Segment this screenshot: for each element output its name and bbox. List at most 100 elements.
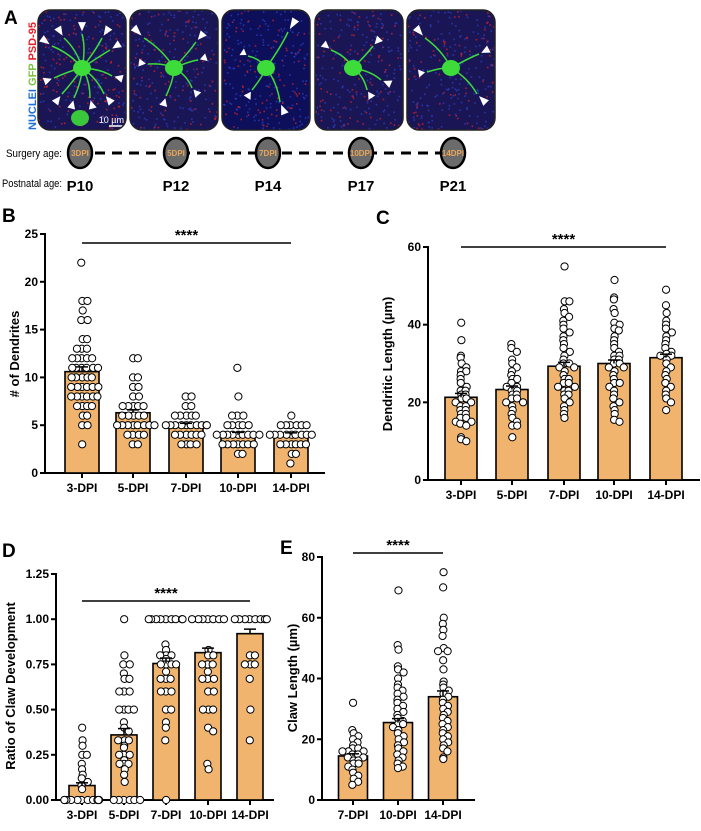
psd95-puncta (112, 89, 114, 91)
nuclei-signal (348, 24, 350, 27)
nuclei-signal (284, 10, 286, 13)
psd95-puncta (224, 61, 226, 64)
data-point (156, 674, 165, 683)
nuclei-signal (408, 17, 410, 20)
data-point (615, 398, 624, 407)
nuclei-signal (407, 50, 410, 52)
data-point (83, 315, 92, 325)
nuclei-signal (459, 35, 462, 37)
nuclei-signal (415, 36, 417, 38)
psd95-puncta (87, 96, 90, 99)
psd95-puncta (164, 109, 167, 112)
nuclei-signal (256, 61, 259, 64)
nuclei-signal (470, 76, 473, 78)
nuclei-signal (304, 117, 307, 119)
data-point (204, 765, 213, 774)
psd95-puncta (432, 50, 435, 52)
nuclei-signal (291, 104, 294, 107)
psd95-puncta (173, 39, 175, 42)
psd95-puncta (241, 85, 244, 88)
psd95-puncta (44, 42, 47, 45)
nuclei-signal (185, 82, 188, 85)
nuclei-signal (476, 24, 479, 27)
psd95-puncta (249, 65, 252, 67)
micrograph-border (129, 9, 219, 131)
nuclei-signal (480, 127, 482, 129)
psd95-puncta (460, 55, 463, 57)
nuclei-signal (476, 122, 478, 125)
nuclei-signal (168, 11, 171, 14)
nuclei-signal (429, 24, 432, 26)
psd95-puncta (208, 110, 211, 113)
data-point (133, 373, 143, 382)
psd95-puncta (104, 46, 107, 49)
nuclei-signal (484, 26, 486, 29)
nuclei-signal (305, 94, 308, 97)
nuclei-signal (459, 64, 462, 66)
nuclei-signal (248, 108, 251, 110)
nuclei-signal (292, 127, 295, 129)
psd95-puncta (297, 60, 300, 63)
nuclei-signal (329, 20, 332, 23)
psd95-puncta (446, 52, 449, 55)
psd95-puncta (92, 99, 94, 102)
nuclei-signal (242, 24, 245, 27)
psd95-puncta (318, 18, 320, 20)
psd95-puncta (450, 93, 452, 96)
psd95-puncta (154, 126, 156, 128)
nuclei-signal (483, 34, 486, 37)
psd95-puncta (153, 70, 156, 72)
nuclei-signal (296, 87, 298, 90)
data-point (115, 750, 124, 759)
nuclei-signal (273, 86, 276, 89)
nuclei-signal (99, 31, 102, 33)
nuclei-signal (215, 62, 218, 64)
nuclei-signal (354, 13, 357, 15)
nuclei-signal (251, 50, 254, 53)
psd95-puncta (333, 39, 335, 42)
nuclei-signal (333, 124, 336, 126)
nuclei-signal (486, 41, 488, 44)
nuclei-signal (303, 129, 306, 130)
nuclei-signal (189, 34, 192, 36)
psd95-puncta (389, 122, 392, 124)
nuclei-signal (231, 87, 234, 89)
psd95-puncta (188, 19, 190, 22)
psd95-puncta (91, 79, 94, 81)
nuclei-signal (342, 85, 344, 88)
nuclei-signal (266, 117, 269, 120)
data-point (565, 398, 574, 407)
psd95-puncta (78, 45, 81, 48)
nuclei-signal (52, 51, 54, 53)
nuclei-signal (174, 48, 177, 50)
data-point (83, 411, 92, 420)
data-point (209, 705, 218, 714)
nuclei-signal (315, 74, 318, 77)
nuclei-signal (360, 93, 363, 95)
psd95-puncta (61, 122, 63, 125)
nuclei-signal (297, 31, 300, 34)
psd95-puncta (181, 60, 183, 63)
nuclei-signal (109, 38, 112, 41)
nuclei-signal (487, 15, 490, 18)
nuclei-signal (148, 78, 150, 81)
psd95-puncta (131, 17, 133, 20)
psd95-puncta (471, 125, 474, 128)
y-tick-label: 0 (414, 473, 421, 487)
arrowhead-icon (281, 104, 289, 116)
psd95-puncta (63, 122, 66, 125)
nuclei-signal (492, 110, 494, 113)
y-tick-label: 20 (25, 275, 39, 289)
data-point (187, 392, 196, 401)
nuclei-signal (364, 110, 366, 113)
data-point (604, 363, 613, 372)
panel-label-b: B (2, 206, 16, 227)
psd95-puncta (266, 125, 268, 128)
nuclei-signal (159, 29, 162, 32)
nuclei-signal (387, 91, 389, 94)
data-point (129, 705, 138, 714)
nuclei-signal (147, 53, 150, 55)
nuclei-signal (249, 60, 251, 63)
psd95-puncta (167, 19, 170, 21)
nuclei-signal (469, 53, 471, 56)
